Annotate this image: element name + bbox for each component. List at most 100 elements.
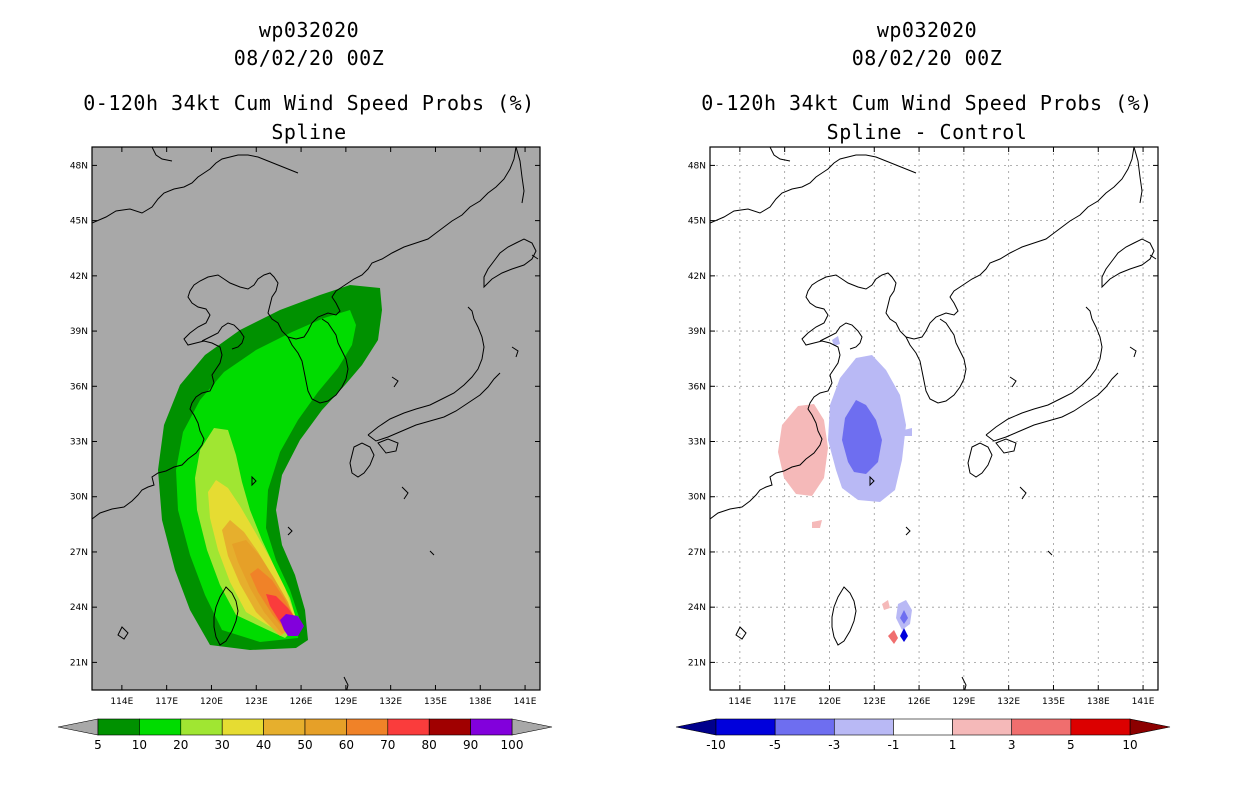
left-colorbar-swatch xyxy=(263,718,306,736)
left-x-tick-label: 138E xyxy=(469,697,492,707)
left-y-tick-label: 30N xyxy=(70,493,88,503)
left-y-tick-label: 48N xyxy=(70,161,88,171)
left-colorbar-high-arrow xyxy=(511,718,553,736)
left-colorbar-swatch xyxy=(470,718,513,736)
diff-neg-tc-2 xyxy=(900,628,908,642)
left-colorbar-label: 5 xyxy=(94,738,102,752)
left-colorbar-label: 70 xyxy=(380,738,395,752)
left-colorbar-swatch xyxy=(428,718,471,736)
right-x-tick-label: 132E xyxy=(997,697,1020,707)
left-y-tick-label: 24N xyxy=(70,603,88,613)
right-x-tick-label: 114E xyxy=(728,697,751,707)
right-colorbar-swatch xyxy=(952,718,1013,736)
right-colorbar-high-arrow xyxy=(1129,718,1171,736)
left-y-tick-label: 39N xyxy=(70,327,88,337)
left-colorbar-swatch xyxy=(221,718,264,736)
right-title-method: Spline - Control xyxy=(826,120,1028,144)
right-y-tick-label: 36N xyxy=(688,382,706,392)
right-colorbar-swatch xyxy=(715,718,776,736)
left-x-tick-label: 129E xyxy=(334,697,357,707)
diff-pos-light xyxy=(778,404,828,496)
right-title-product: 0-120h 34kt Cum Wind Speed Probs (%) xyxy=(701,91,1153,115)
left-x-tick-label: 141E xyxy=(514,697,537,707)
left-axes: 114E 117E 120E 123E 126E 129E 132E 135E 138E 141E… xyxy=(70,147,540,707)
right-x-tick-label: 135E xyxy=(1042,697,1065,707)
left-colorbar-swatch xyxy=(346,718,389,736)
left-colorbar-label: 90 xyxy=(463,738,478,752)
left-x-tick-label: 114E xyxy=(110,697,133,707)
left-colorbar-label: 60 xyxy=(339,738,354,752)
left-colorbar-label: 100 xyxy=(501,738,524,752)
left-y-tick-label: 42N xyxy=(70,272,88,282)
right-colorbar-label: -5 xyxy=(769,738,781,752)
right-x-tick-label: 138E xyxy=(1087,697,1110,707)
left-y-tick-label: 21N xyxy=(70,658,88,668)
right-x-tick-label: 117E xyxy=(773,697,796,707)
right-map-frame xyxy=(709,146,1159,691)
right-y-tick-label: 33N xyxy=(688,438,706,448)
left-y-tick-label: 27N xyxy=(70,548,88,558)
left-x-tick-label: 132E xyxy=(379,697,402,707)
right-map-panel: 114E 117E 120E 123E 126E 129E 132E 135E 138E 141E… xyxy=(688,146,1159,707)
right-colorbar-label: 3 xyxy=(1008,738,1016,752)
right-map-background xyxy=(710,147,1158,690)
right-y-tick-label: 30N xyxy=(688,493,706,503)
left-x-tick-label: 123E xyxy=(245,697,268,707)
left-colorbar-label: 50 xyxy=(297,738,312,752)
left-colorbar-low-arrow xyxy=(57,718,99,736)
right-y-tick-label: 42N xyxy=(688,272,706,282)
right-y-tick-label: 24N xyxy=(688,603,706,613)
left-x-tick-label: 126E xyxy=(290,697,313,707)
right-x-tick-label: 126E xyxy=(908,697,931,707)
left-title-storm: wp032020 xyxy=(258,18,360,42)
right-x-tick-label: 141E xyxy=(1132,697,1155,707)
right-colorbar-label: 1 xyxy=(949,738,957,752)
right-colorbar-swatch xyxy=(893,718,953,736)
diff-neg-small-north xyxy=(832,336,840,346)
diff-pos-tc-2 xyxy=(882,600,890,610)
left-colorbar: 5 10 20 30 40 50 60 70 80 90 100 xyxy=(57,718,553,752)
left-colorbar-swatch xyxy=(304,718,347,736)
right-colorbar-label: -3 xyxy=(828,738,840,752)
left-map-frame xyxy=(91,146,541,691)
right-gridlines xyxy=(710,147,1158,690)
right-axes: 114E 117E 120E 123E 126E 129E 132E 135E 138E 141E… xyxy=(688,147,1158,707)
left-colorbar-label: 10 xyxy=(132,738,147,752)
left-title-product: 0-120h 34kt Cum Wind Speed Probs (%) xyxy=(83,91,535,115)
left-colorbar-label: 80 xyxy=(422,738,437,752)
left-y-tick-label: 33N xyxy=(70,438,88,448)
left-colorbar-swatch xyxy=(180,718,223,736)
diff-neg-small-east xyxy=(904,428,912,436)
left-probability-swath xyxy=(92,147,539,690)
left-x-tick-label: 135E xyxy=(424,697,447,707)
left-y-tick-label: 45N xyxy=(70,217,88,227)
right-title-date: 08/02/20 00Z xyxy=(851,46,1003,70)
right-y-tick-label: 39N xyxy=(688,327,706,337)
left-title-method: Spline xyxy=(271,120,347,144)
right-y-tick-label: 45N xyxy=(688,217,706,227)
right-y-tick-label: 27N xyxy=(688,548,706,558)
right-colorbar-swatch xyxy=(1070,718,1131,736)
left-y-tick-label: 36N xyxy=(70,382,88,392)
right-colorbar-label: -10 xyxy=(706,738,726,752)
left-colorbar-label: 40 xyxy=(256,738,271,752)
right-colorbar-swatch xyxy=(1011,718,1072,736)
left-x-tick-label: 120E xyxy=(200,697,223,707)
right-difference-field xyxy=(778,336,912,644)
left-colorbar-swatch xyxy=(139,718,182,736)
left-colorbar-swatch xyxy=(97,718,140,736)
diff-pos-tc xyxy=(888,630,898,644)
left-colorbar-swatch xyxy=(387,718,430,736)
right-x-tick-label: 123E xyxy=(863,697,886,707)
right-x-tick-label: 129E xyxy=(952,697,975,707)
right-colorbar-low-arrow xyxy=(675,718,717,736)
right-colorbar-label: 5 xyxy=(1067,738,1075,752)
right-colorbar-swatch xyxy=(833,718,894,736)
right-y-tick-label: 48N xyxy=(688,161,706,171)
left-colorbar-label: 30 xyxy=(215,738,230,752)
right-colorbar-swatch xyxy=(774,718,835,736)
left-map-panel: 114E 117E 120E 123E 126E 129E 132E 135E 138E 141E… xyxy=(70,146,541,707)
right-colorbar-label: -1 xyxy=(887,738,899,752)
left-x-tick-label: 117E xyxy=(155,697,178,707)
